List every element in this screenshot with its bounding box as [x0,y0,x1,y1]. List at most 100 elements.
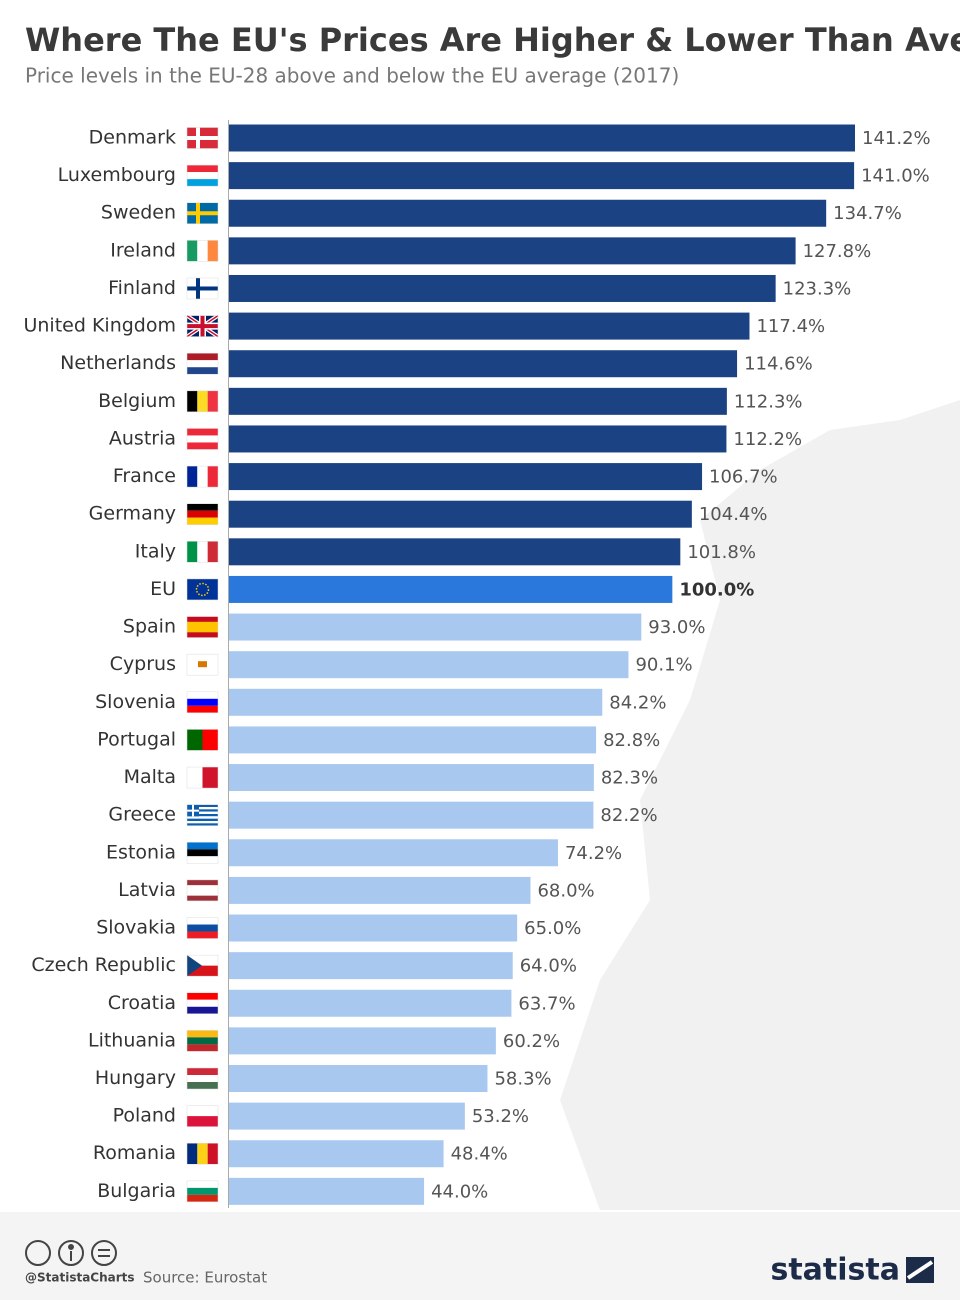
value-label: 64.0% [520,956,577,977]
value-label: 141.0% [861,166,930,187]
flag-part [207,390,218,412]
value-label: 123.3% [783,278,852,299]
flag-border [186,954,219,977]
bar [229,387,727,415]
category-label: Italy [135,540,176,562]
value-label: 90.1% [635,655,692,676]
value-label: 63.7% [518,993,575,1014]
flag-border [186,992,219,1015]
flag-border [186,240,219,262]
flag-border [186,879,219,902]
value-label: 65.0% [524,918,581,939]
flag-border [186,578,219,601]
flag [186,578,219,601]
flag-part [187,816,218,819]
flag-part [207,240,218,262]
flag-part [202,767,218,789]
flag [186,164,219,187]
category-label: Bulgaria [97,1180,176,1202]
flag [186,879,219,902]
flag-border [186,842,219,864]
flag-part [187,442,218,450]
value-label: 112.2% [733,429,802,450]
flag-part [198,661,207,668]
flag-border [186,1067,219,1090]
flag-part [187,510,218,518]
flag [186,503,219,525]
flag-border [186,503,219,525]
flag-part [187,1075,218,1082]
flag [186,653,219,676]
chart-title: Where The EU's Prices Are Higher & Lower… [25,21,960,59]
flag-part [187,136,218,140]
value-label: 82.8% [603,730,660,751]
value-label: 58.3% [494,1069,551,1090]
value-label: 53.2% [472,1106,529,1127]
flag-part [197,466,208,488]
flag [186,917,219,939]
flag-border [186,541,219,563]
category-label: Hungary [95,1067,176,1089]
flag-part [187,1105,218,1117]
flag-border [186,202,219,224]
flag [186,616,219,638]
bar [229,1027,496,1055]
category-label: Lithuania [88,1029,176,1051]
flag-border [186,1142,219,1165]
flag-part [187,705,218,713]
flag-border [186,428,219,450]
flag-part [187,999,218,1007]
cc-icons [25,1240,117,1266]
source: Source: Eurostat [143,1269,267,1287]
flag-border [186,729,219,751]
bar [229,162,855,190]
flag [186,804,219,826]
flag [186,428,219,450]
bar [229,274,776,302]
bar [229,989,512,1017]
flag-part [187,955,218,966]
flag-part [187,955,202,977]
flag-part [187,806,218,810]
flag [186,1180,219,1203]
flag-part [202,729,218,751]
bar [229,1102,465,1130]
logo[interactable]: statista [770,1253,900,1288]
flag-part [187,818,218,821]
flag-border [186,917,219,939]
bar [229,952,513,980]
flag-part [187,691,218,699]
category-label: Malta [124,766,176,788]
category-label: United Kingdom [23,315,176,337]
logo-icon [906,1257,934,1283]
flag-part [187,367,218,375]
category-label: Ireland [110,239,176,261]
flag-part [187,286,218,291]
flag-part [187,353,218,361]
flag-part [187,809,199,812]
flag-border [186,465,219,488]
value-label: 104.4% [699,504,768,525]
flag [186,541,219,563]
category-label: Romania [93,1142,176,1164]
flag-part [187,1194,218,1202]
flag-part [187,1006,218,1014]
value-label: 134.7% [833,203,902,224]
flag-part [197,240,208,262]
flag-part [187,917,218,925]
flag [186,954,219,977]
category-label: Austria [109,427,176,449]
bar [229,575,673,603]
flag-part [195,582,210,597]
category-label: Finland [108,277,176,299]
flag-part [187,517,218,525]
flag-part [187,965,218,977]
flag [186,240,219,262]
flag [186,1067,219,1090]
flag-part [187,165,218,173]
category-label: Belgium [98,390,176,412]
category-label: Slovenia [95,691,176,713]
flag [186,766,219,789]
category-label: Netherlands [60,352,176,374]
flag-part [207,541,218,563]
